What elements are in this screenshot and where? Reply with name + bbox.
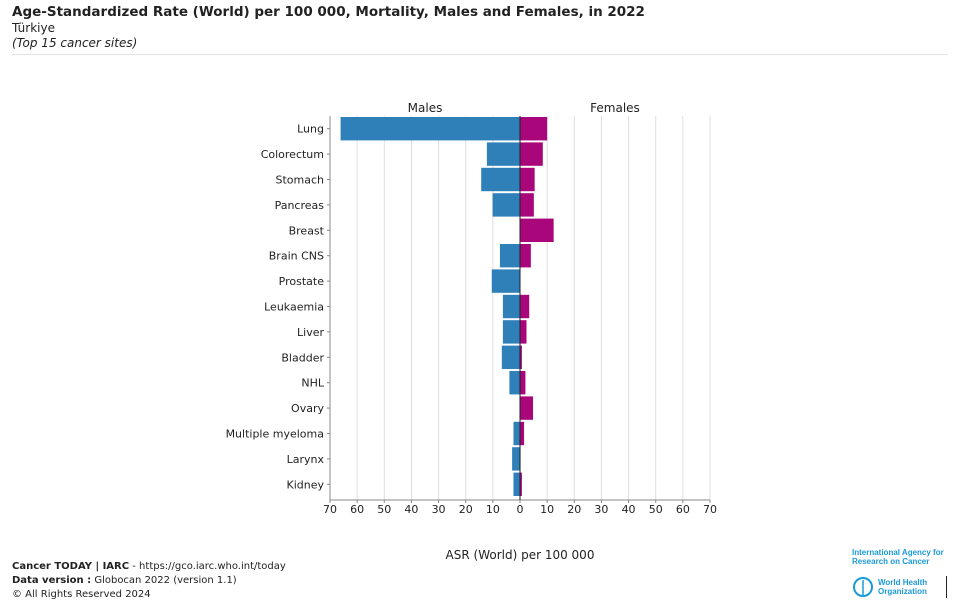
bar-females-breast: [520, 218, 554, 242]
category-label: Leukaemia: [264, 301, 324, 314]
category-label: Brain CNS: [269, 250, 324, 263]
logo-separator: [946, 576, 947, 598]
category-label: Lung: [297, 123, 324, 136]
bar-females-bladder: [520, 345, 522, 369]
bar-females-stomach: [520, 167, 535, 192]
category-label: Multiple myeloma: [226, 428, 324, 441]
bar-males-stomach: [481, 167, 520, 192]
bar-males-bladder: [501, 345, 520, 369]
footer-version-label: Data version :: [12, 575, 92, 586]
x-tick-label: 70: [323, 503, 337, 516]
country-subtitle: Türkiye: [12, 21, 55, 35]
footer-source-bold: Cancer TODAY | IARC: [12, 561, 130, 572]
category-label: Larynx: [287, 453, 325, 466]
x-tick-label: 10: [486, 503, 500, 516]
x-tick-label: 60: [350, 503, 364, 516]
who-emblem-icon: [853, 577, 873, 597]
bar-females-pancreas: [520, 193, 534, 217]
footer-copyright: © All Rights Reserved 2024: [12, 589, 151, 600]
bar-females-kidney: [520, 472, 522, 496]
x-tick-label: 0: [517, 503, 524, 516]
x-tick-label: 50: [377, 503, 391, 516]
x-tick-label: 60: [676, 503, 690, 516]
bar-males-liver: [502, 320, 520, 344]
category-label: Liver: [297, 326, 324, 339]
footer-source-url: - https://gco.iarc.who.int/today: [129, 561, 286, 572]
category-label: Stomach: [275, 174, 324, 187]
category-label: Ovary: [291, 402, 324, 415]
x-axis-label: ASR (World) per 100 000: [446, 548, 595, 562]
bar-females-leukaemia: [520, 294, 530, 319]
iarc-logo: International Agency for Research on Can…: [852, 548, 944, 566]
bar-males-kidney: [513, 472, 520, 496]
bar-females-nhl: [520, 371, 526, 395]
bar-males-pancreas: [492, 193, 520, 217]
category-label: Colorectum: [261, 148, 324, 161]
bar-males-nhl: [509, 371, 520, 395]
x-tick-label: 30: [432, 503, 446, 516]
category-label: Breast: [289, 224, 325, 237]
bar-males-larynx: [512, 447, 520, 471]
bar-males-prostate: [491, 269, 520, 293]
footer-version: Data version : Globocan 2022 (version 1.…: [12, 575, 237, 587]
chart-title: Age-Standardized Rate (World) per 100 00…: [12, 4, 645, 20]
bar-males-brain-cns: [499, 244, 520, 268]
category-label: Bladder: [281, 351, 324, 364]
bar-males-colorectum: [486, 142, 520, 166]
category-label: Prostate: [279, 275, 325, 288]
bar-males-leukaemia: [502, 294, 520, 319]
chart-note: (Top 15 cancer sites): [12, 36, 138, 50]
x-tick-label: 50: [649, 503, 663, 516]
bar-females-multiple-myeloma: [520, 421, 525, 446]
footer-version-value: Globocan 2022 (version 1.1): [91, 575, 237, 586]
footer-source: Cancer TODAY | IARC - https://gco.iarc.w…: [12, 561, 286, 573]
x-tick-label: 20: [567, 503, 581, 516]
bar-females-brain-cns: [520, 244, 531, 268]
bar-females-liver: [520, 320, 527, 344]
x-tick-label: 40: [622, 503, 636, 516]
x-tick-label: 40: [404, 503, 418, 516]
category-label: Pancreas: [275, 199, 325, 212]
divider: [12, 54, 948, 55]
bar-males-lung: [340, 117, 520, 141]
category-label: NHL: [301, 377, 325, 390]
series-label-males: Males: [408, 101, 443, 115]
x-tick-label: 10: [540, 503, 554, 516]
bar-females-colorectum: [520, 142, 543, 166]
category-label: Kidney: [286, 478, 324, 491]
who-logo-text: World Health Organization: [878, 578, 928, 596]
x-tick-label: 70: [703, 503, 717, 516]
x-tick-label: 30: [594, 503, 608, 516]
bar-females-ovary: [520, 396, 534, 420]
x-tick-label: 20: [459, 503, 473, 516]
bar-females-lung: [520, 117, 548, 141]
series-label-females: Females: [590, 101, 640, 115]
who-logo: World Health Organization: [852, 576, 940, 598]
bar-males-multiple-myeloma: [513, 421, 520, 446]
